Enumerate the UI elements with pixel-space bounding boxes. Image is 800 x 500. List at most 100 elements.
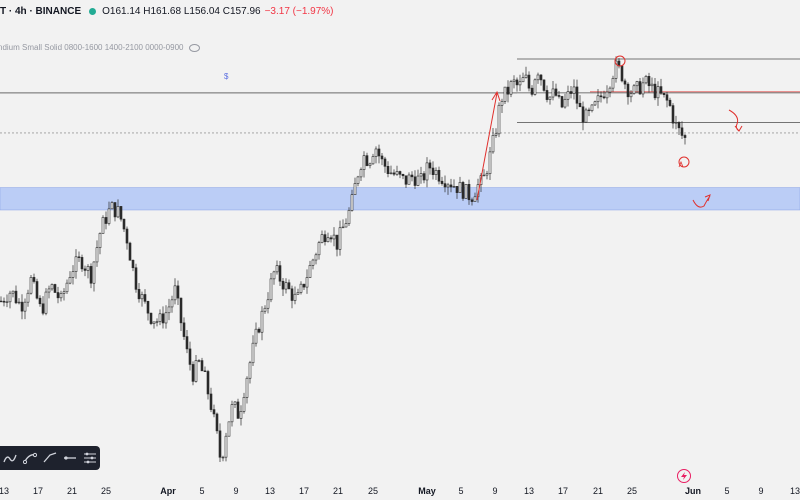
candle-body xyxy=(422,173,426,181)
candle-body xyxy=(659,86,663,94)
candle-body xyxy=(614,60,618,79)
candle-body xyxy=(125,228,129,244)
candle-body xyxy=(212,409,216,415)
candle-body xyxy=(164,312,168,324)
x-tick-label: 25 xyxy=(100,486,112,496)
candle-body xyxy=(116,206,120,218)
candle-body xyxy=(11,290,15,294)
candle-body xyxy=(485,173,489,176)
candle-body xyxy=(35,281,39,299)
candle-body xyxy=(158,313,162,322)
bounce-arrow xyxy=(692,194,711,208)
candle-body xyxy=(581,106,585,123)
candle-body xyxy=(632,85,636,94)
candle-body xyxy=(119,206,123,220)
x-tick-label: 21 xyxy=(332,486,344,496)
candle-body xyxy=(572,86,576,94)
candle-body xyxy=(152,321,156,324)
candle-body xyxy=(257,328,261,333)
curve-icon[interactable] xyxy=(20,449,40,467)
candle-body xyxy=(344,223,348,228)
candle-body xyxy=(332,234,336,240)
candle-body xyxy=(662,93,666,95)
settings-list-icon[interactable] xyxy=(80,449,100,467)
candle-body xyxy=(155,321,159,323)
candle-body xyxy=(380,155,384,160)
candle-body xyxy=(89,266,93,284)
candle-body xyxy=(671,105,675,124)
candle-body xyxy=(146,301,150,314)
candle-body xyxy=(449,184,453,188)
candle-body xyxy=(356,176,360,184)
candle-body xyxy=(539,74,543,81)
candle-body xyxy=(170,299,174,308)
candle-body xyxy=(320,234,324,243)
candle-body xyxy=(386,166,390,175)
candle-body xyxy=(452,186,456,188)
brush-icon[interactable] xyxy=(0,449,20,467)
candle-body xyxy=(683,135,687,138)
candle-body xyxy=(47,288,51,293)
candle-body xyxy=(626,83,630,98)
candle-body xyxy=(611,78,615,89)
candle-body xyxy=(104,217,108,224)
candle-body xyxy=(440,180,444,184)
drawing-toolbar xyxy=(0,446,100,470)
candle-body xyxy=(29,277,33,294)
candle-body xyxy=(272,271,276,280)
x-tick-label: 9 xyxy=(233,486,239,496)
candle-body xyxy=(32,277,36,282)
candle-body xyxy=(8,292,12,303)
candle-body xyxy=(311,259,315,266)
candle-body xyxy=(431,167,435,175)
indicator-label: ndium Small Solid 0800-1600 1400-2100 00… xyxy=(0,43,184,52)
indicator-legend[interactable]: ndium Small Solid 0800-1600 1400-2100 00… xyxy=(0,43,201,52)
candle-body xyxy=(134,267,138,290)
candle-body xyxy=(602,96,606,99)
candle-body xyxy=(665,94,669,101)
candle-body xyxy=(506,86,510,95)
candle-body xyxy=(167,306,171,314)
lightning-icon[interactable] xyxy=(677,469,691,483)
candle-body xyxy=(161,313,165,324)
symbol-label[interactable]: T · 4h · BINANCE xyxy=(0,5,82,17)
candle-body xyxy=(248,362,252,379)
candle-body xyxy=(14,290,18,304)
candle-body xyxy=(218,430,222,458)
candle-body xyxy=(557,95,561,97)
candle-body xyxy=(245,377,249,398)
x-tick-label: 17 xyxy=(557,486,569,496)
candle-body xyxy=(548,96,552,100)
market-status-dot-icon xyxy=(89,7,97,15)
candle-body xyxy=(623,80,627,85)
candle-body xyxy=(377,148,381,157)
candle-body xyxy=(509,81,513,95)
x-tick-label: 13 xyxy=(264,486,276,496)
candle-body xyxy=(182,322,186,337)
path-icon[interactable] xyxy=(40,449,60,467)
candle-body xyxy=(551,88,555,98)
eye-icon[interactable] xyxy=(189,43,201,52)
candle-body xyxy=(20,301,24,312)
line-icon[interactable] xyxy=(60,449,80,467)
candle-body xyxy=(596,95,600,103)
candle-body xyxy=(353,183,357,195)
candle-body xyxy=(224,435,228,458)
candle-body xyxy=(140,294,144,300)
candle-body xyxy=(527,74,531,89)
candle-body xyxy=(191,364,195,382)
x-tick-label: 9 xyxy=(492,486,498,496)
candle-body xyxy=(101,217,105,234)
top-marker-circle xyxy=(614,55,626,67)
x-tick-label: 25 xyxy=(626,486,638,496)
x-tick-label: 9 xyxy=(758,486,764,496)
candle-body xyxy=(95,247,99,263)
time-axis[interactable]: 13 17 21 25 Apr 5 9 13 17 21 25 May 5 9 13 17 21 25 Jun 5 9 1… xyxy=(0,484,800,500)
candle-body xyxy=(77,256,81,258)
candle-body xyxy=(467,184,471,201)
candle-body xyxy=(137,289,141,300)
candle-body xyxy=(464,184,468,199)
candle-body xyxy=(230,404,234,423)
candle-body xyxy=(176,285,180,299)
